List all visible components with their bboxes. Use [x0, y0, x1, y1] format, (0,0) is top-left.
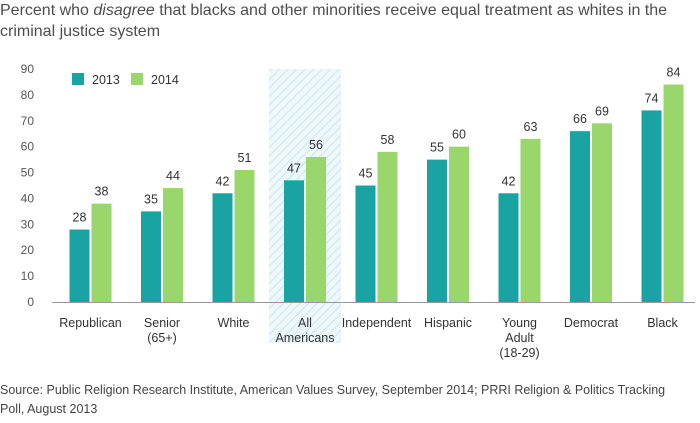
data-label: 38	[95, 185, 109, 199]
y-tick-label: 20	[21, 243, 35, 257]
title-suffix: that blacks and other minorities receive…	[0, 2, 668, 40]
legend-label: 2014	[151, 73, 179, 87]
category-label: Americans	[275, 331, 334, 345]
category-label: Black	[647, 316, 678, 330]
category-label: White	[218, 316, 250, 330]
data-label: 66	[573, 112, 587, 126]
bar-2013	[498, 193, 519, 302]
category-label: (65+)	[147, 331, 177, 345]
category-label: Republican	[59, 316, 122, 330]
data-label: 28	[73, 211, 87, 225]
data-label: 47	[287, 161, 301, 175]
y-tick-label: 90	[21, 62, 35, 76]
data-label: 51	[238, 151, 252, 165]
title-prefix: Percent who	[0, 2, 94, 19]
highlight-band	[269, 69, 341, 343]
bar-2013	[69, 229, 90, 302]
bar-2013	[212, 193, 233, 302]
legend-label: 2013	[92, 73, 120, 87]
category-label: Democrat	[564, 316, 619, 330]
chart-title: Percent who disagree that blacks and oth…	[0, 0, 700, 42]
legend-swatch-2013	[72, 73, 84, 85]
bar-2014	[163, 188, 183, 302]
y-tick-label: 70	[21, 114, 35, 128]
source-note: Source: Public Religion Research Institu…	[0, 383, 666, 416]
bar-2013	[141, 211, 161, 302]
data-label: 58	[381, 133, 395, 147]
bar-2013	[355, 185, 376, 302]
y-tick-label: 10	[21, 269, 35, 283]
y-tick-label: 60	[21, 140, 35, 154]
category-label: Young	[502, 316, 537, 330]
category-label: Independent	[342, 316, 412, 330]
data-label: 63	[524, 120, 538, 134]
category-label: Adult	[505, 331, 534, 345]
bar-2013	[570, 131, 590, 302]
data-label: 44	[166, 169, 180, 183]
data-label: 55	[430, 141, 444, 155]
y-tick-label: 40	[21, 191, 35, 205]
data-label: 74	[645, 91, 659, 105]
bar-2014	[663, 84, 684, 303]
legend-swatch-2014	[131, 73, 143, 85]
bar-2013	[427, 159, 447, 302]
bar-2014	[234, 169, 255, 302]
bar-2014	[449, 146, 469, 302]
data-label: 60	[452, 128, 466, 142]
data-label: 42	[216, 174, 230, 188]
data-label: 84	[667, 66, 681, 80]
y-tick-label: 80	[21, 88, 35, 102]
data-label: 56	[309, 138, 323, 152]
bar-2014	[91, 203, 112, 302]
bar-2014	[520, 138, 541, 302]
y-tick-label: 0	[27, 295, 34, 309]
data-label: 42	[502, 174, 516, 188]
category-label: All	[298, 316, 312, 330]
title-emphasis: disagree	[93, 2, 155, 19]
bar-2014	[377, 151, 398, 302]
data-label: 69	[595, 104, 609, 118]
bar-2013	[284, 180, 304, 302]
y-tick-label: 30	[21, 217, 35, 231]
category-label: Hispanic	[424, 316, 472, 330]
data-label: 35	[144, 192, 158, 206]
bar-chart: 0 10 20 30 40 50 60 70 80 90 28 35 42 47 45 55 42 66 74 38 4…	[21, 62, 695, 360]
data-label: 45	[359, 167, 373, 181]
bar-2014	[306, 157, 326, 302]
bar-2014	[592, 123, 612, 302]
y-tick-label: 50	[21, 166, 35, 180]
category-label: (18-29)	[499, 346, 539, 360]
category-label: Senior	[144, 316, 180, 330]
bar-2013	[641, 110, 662, 302]
